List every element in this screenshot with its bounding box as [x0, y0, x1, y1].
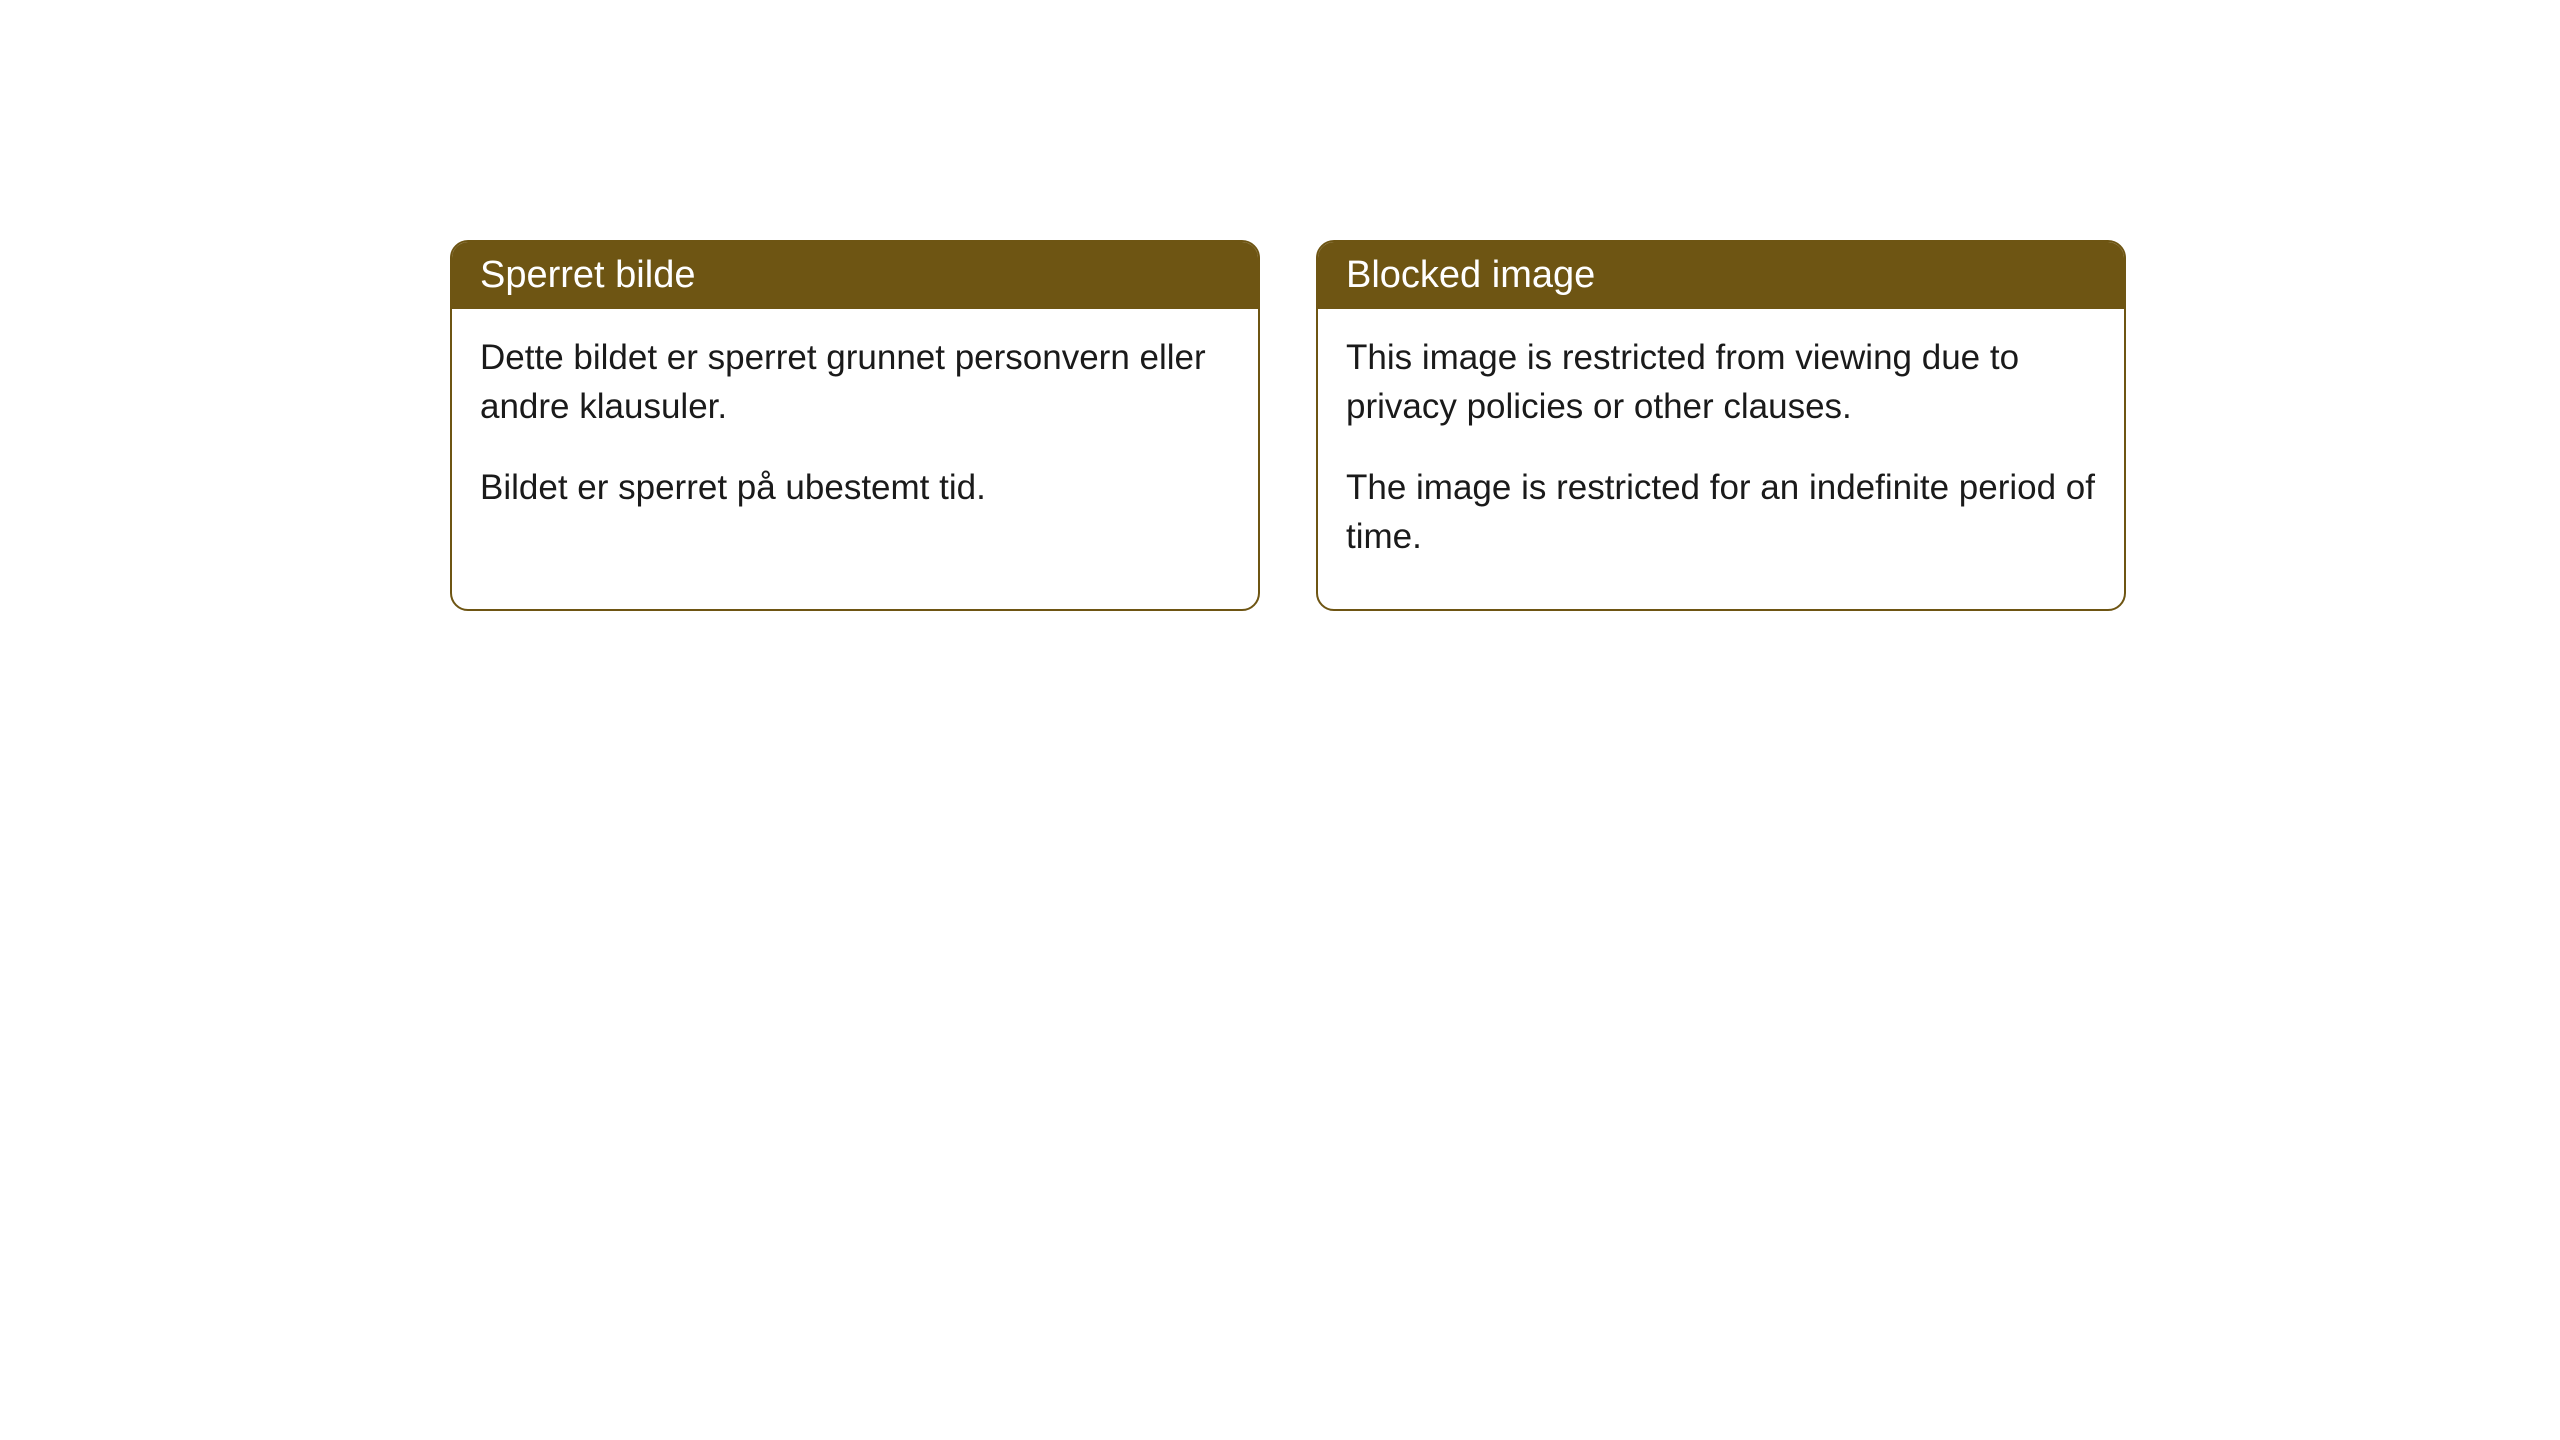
card-body: This image is restricted from viewing du… — [1318, 309, 2124, 609]
card-body: Dette bildet er sperret grunnet personve… — [452, 309, 1258, 560]
card-header: Blocked image — [1318, 242, 2124, 309]
cards-container: Sperret bilde Dette bildet er sperret gr… — [450, 240, 2126, 611]
card-title: Blocked image — [1346, 254, 1595, 296]
card-english: Blocked image This image is restricted f… — [1316, 240, 2126, 611]
card-paragraph: Bildet er sperret på ubestemt tid. — [480, 463, 1230, 512]
card-header: Sperret bilde — [452, 242, 1258, 309]
card-paragraph: Dette bildet er sperret grunnet personve… — [480, 333, 1230, 431]
card-paragraph: The image is restricted for an indefinit… — [1346, 463, 2096, 561]
card-norwegian: Sperret bilde Dette bildet er sperret gr… — [450, 240, 1260, 611]
card-paragraph: This image is restricted from viewing du… — [1346, 333, 2096, 431]
card-title: Sperret bilde — [480, 254, 695, 296]
